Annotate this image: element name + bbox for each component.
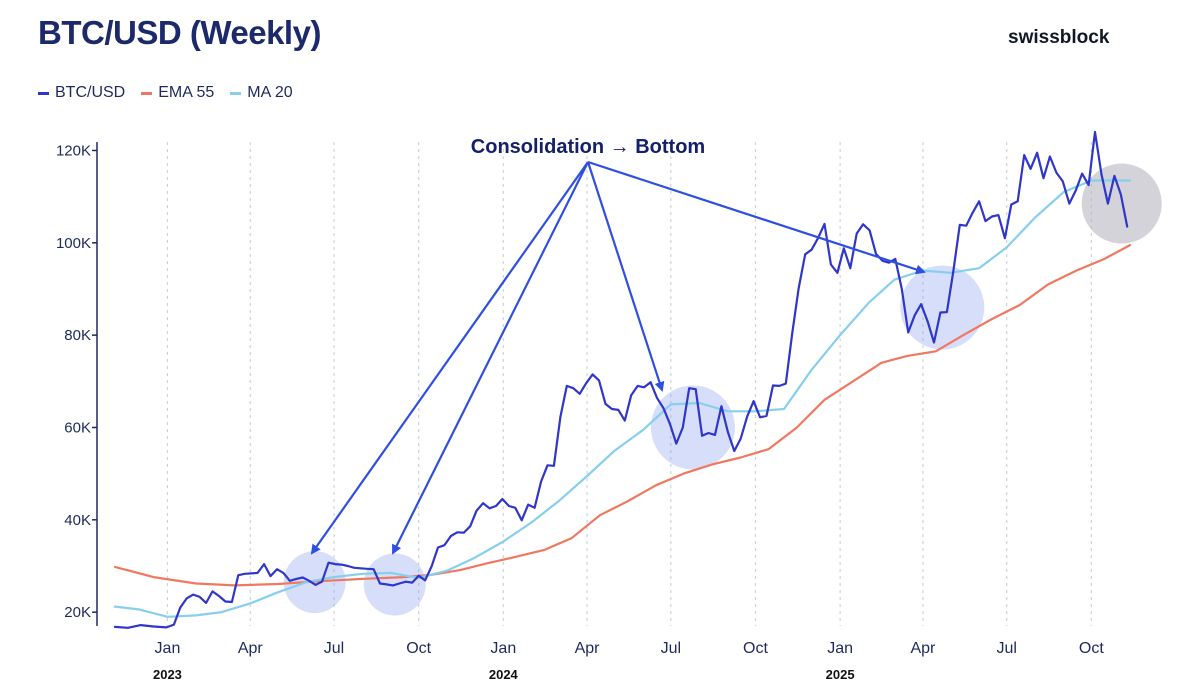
x-tick-label: Jan bbox=[490, 640, 516, 657]
legend-label-btc: BTC/USD bbox=[55, 84, 126, 101]
annotation-label: Consolidation → Bottom bbox=[471, 136, 705, 158]
y-tick-label: 40K bbox=[64, 512, 91, 529]
x-tick-label: Jul bbox=[996, 640, 1016, 657]
legend-swatch-ema bbox=[141, 91, 153, 95]
x-tick-label: Apr bbox=[575, 640, 601, 657]
x-tick-label: Jan bbox=[827, 640, 853, 657]
legend-item-btc: BTC/USD bbox=[38, 84, 125, 102]
legend-swatch-btc bbox=[38, 91, 49, 95]
annotation-arrow bbox=[586, 161, 665, 392]
brand-logo: swissblock bbox=[1008, 27, 1110, 48]
legend-label-ema: EMA 55 bbox=[158, 84, 215, 101]
y-tick-label: 60K bbox=[64, 419, 91, 436]
highlight-circles bbox=[283, 163, 1162, 616]
x-tick-label: Apr bbox=[238, 640, 264, 657]
ma-20-line bbox=[113, 179, 1132, 618]
year-label: 2024 bbox=[489, 667, 519, 682]
annotation-arrow bbox=[587, 160, 926, 275]
legend-label-ma: MA 20 bbox=[247, 84, 293, 101]
axes: 20K 40K 60K 80K 100K 120K Jan Apr Jul Oct Jan Apr Ju… bbox=[56, 142, 1104, 682]
annotation-group: Consolidation → Bottom bbox=[310, 136, 926, 555]
x-tick-label: Jan bbox=[155, 640, 181, 657]
year-label: 2023 bbox=[153, 667, 182, 682]
x-tick-label: Jul bbox=[661, 640, 681, 657]
y-tick-label: 80K bbox=[64, 327, 91, 344]
series-lines bbox=[113, 130, 1132, 629]
year-label: 2025 bbox=[826, 667, 855, 682]
x-tick-label: Oct bbox=[406, 640, 431, 657]
legend-item-ema: EMA 55 bbox=[141, 84, 214, 102]
legend-swatch-ma bbox=[230, 91, 242, 95]
annotation-arrow bbox=[392, 161, 589, 555]
x-tick-label: Jul bbox=[324, 640, 344, 657]
y-tick-label: 100K bbox=[56, 235, 91, 252]
legend-item-ma: MA 20 bbox=[230, 84, 293, 102]
chart-legend: BTC/USD EMA 55 MA 20 bbox=[38, 84, 293, 102]
y-tick-label: 120K bbox=[56, 142, 91, 159]
chart-title: BTC/USD (Weekly) bbox=[38, 14, 321, 51]
x-tick-label: Apr bbox=[910, 640, 936, 657]
btc-usd-line bbox=[113, 130, 1129, 629]
highlight-circle-bottom bbox=[650, 385, 735, 470]
highlight-circle-bottom bbox=[900, 265, 985, 350]
ema-55-line bbox=[113, 244, 1132, 587]
x-tick-label: Oct bbox=[743, 640, 768, 657]
annotation-arrow bbox=[310, 161, 589, 555]
y-tick-label: 20K bbox=[64, 604, 91, 621]
x-tick-label: Oct bbox=[1079, 640, 1104, 657]
